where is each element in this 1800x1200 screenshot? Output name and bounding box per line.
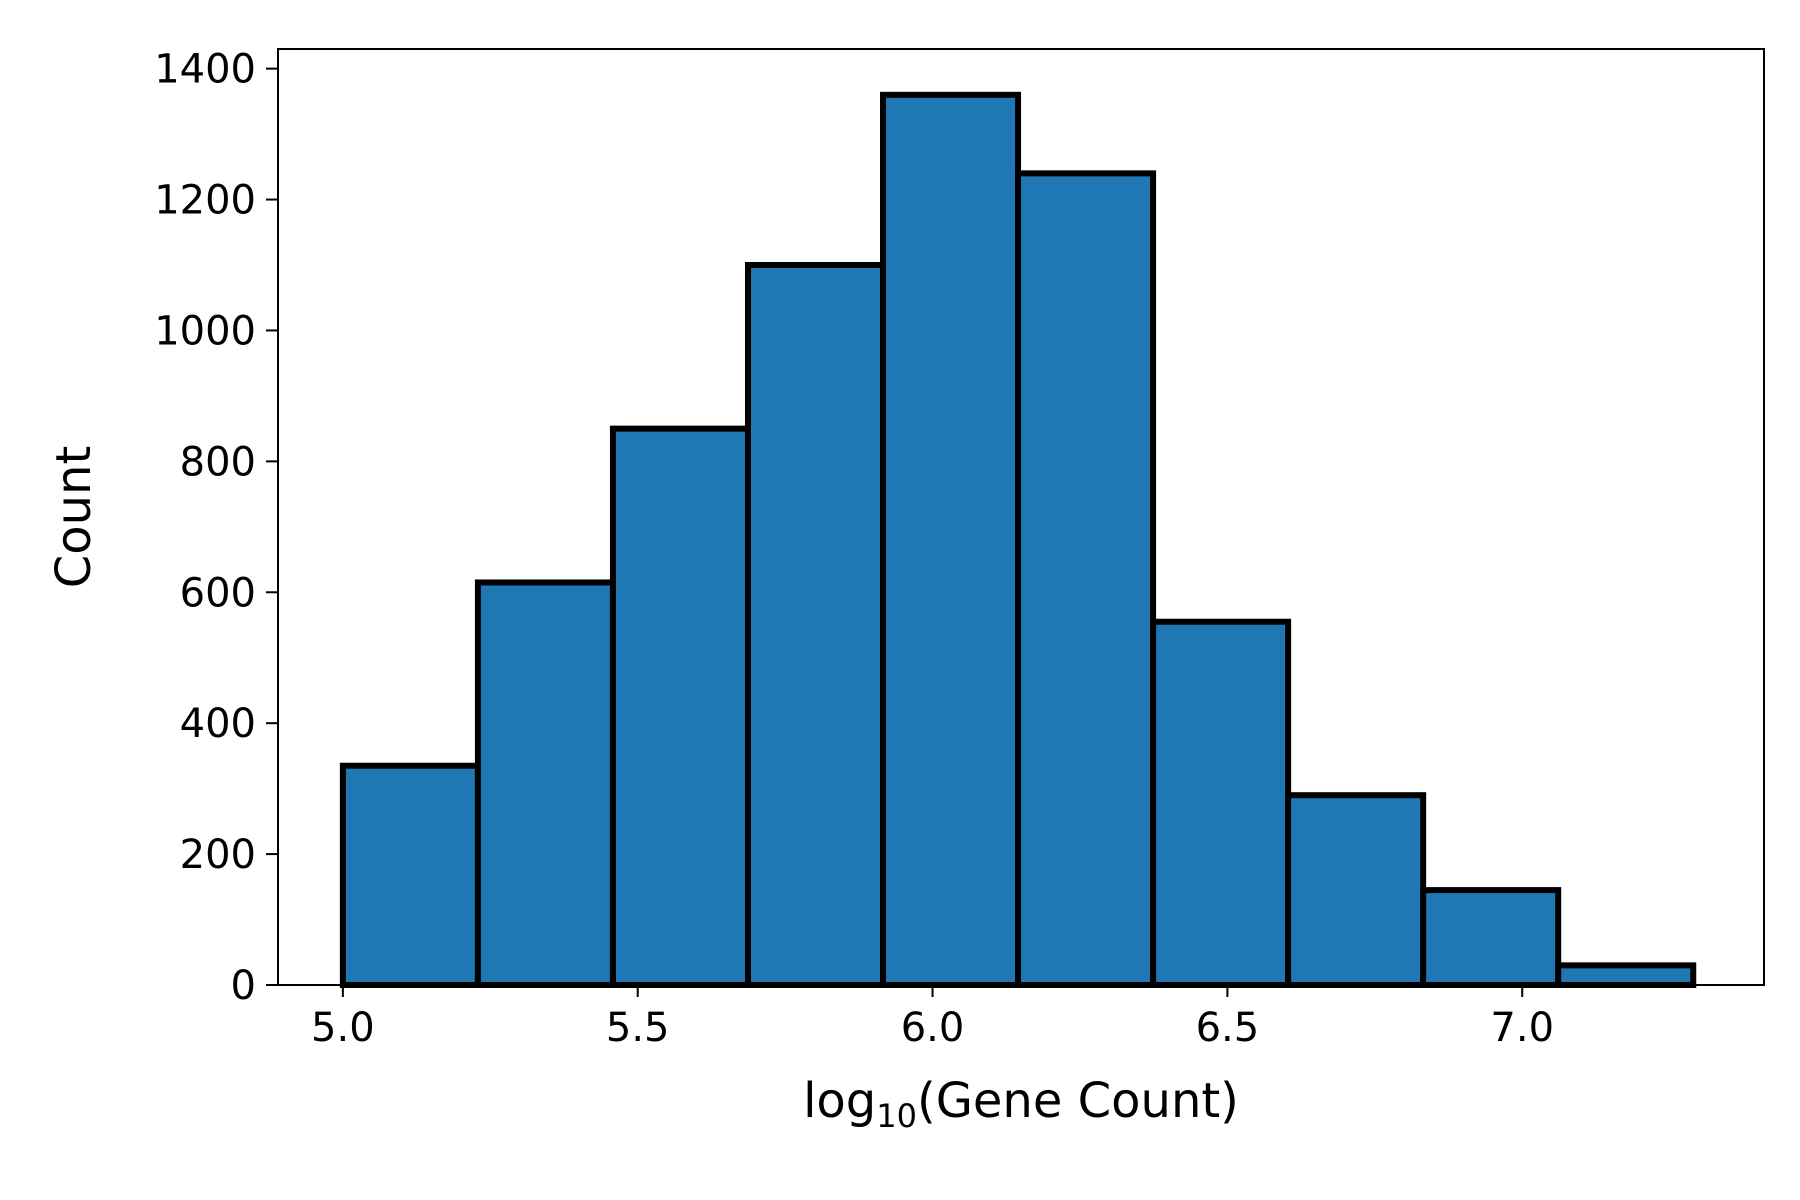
y-tick-label: 1400	[154, 47, 256, 93]
plot-frame	[277, 48, 1765, 986]
x-axis: 5.0 5.5 6.0 6.5 7.0	[311, 985, 1554, 1051]
x-tick-label: 6.5	[1196, 1005, 1260, 1051]
y-tick-label: 200	[180, 832, 256, 878]
bars-group	[339, 91, 1697, 989]
y-tick-label: 0	[231, 963, 256, 1009]
y-tick-label: 600	[180, 570, 256, 616]
histogram-bar	[1420, 887, 1562, 988]
histogram-bar	[744, 262, 887, 988]
histogram-bar	[1285, 792, 1427, 988]
histogram-bar	[1150, 618, 1292, 989]
x-tick-label: 5.5	[606, 1005, 670, 1051]
histogram-bar	[474, 579, 616, 988]
histogram-bar	[1015, 170, 1157, 988]
y-tick-label: 1000	[154, 308, 256, 354]
x-tick-label: 7.0	[1490, 1005, 1554, 1051]
histogram-bar	[880, 91, 1022, 989]
y-axis-label: Count	[46, 446, 102, 589]
y-tick-label: 400	[180, 701, 256, 747]
x-tick-label: 6.0	[901, 1005, 965, 1051]
x-axis-label-prefix: log	[803, 1073, 876, 1129]
histogram-bar	[1555, 962, 1697, 989]
x-axis-label-suffix: (Gene Count)	[917, 1073, 1239, 1129]
x-axis-label-subscript: 10	[876, 1097, 917, 1135]
x-axis-label: log10(Gene Count)	[803, 1073, 1239, 1135]
x-tick-label: 5.0	[311, 1005, 375, 1051]
y-tick-label: 1200	[154, 178, 256, 224]
y-axis: 0 200 400 600 800 1000 1200 1400	[154, 47, 278, 1009]
histogram-bar	[609, 425, 751, 988]
y-tick-label: 800	[180, 439, 256, 485]
histogram-bar	[339, 762, 481, 989]
